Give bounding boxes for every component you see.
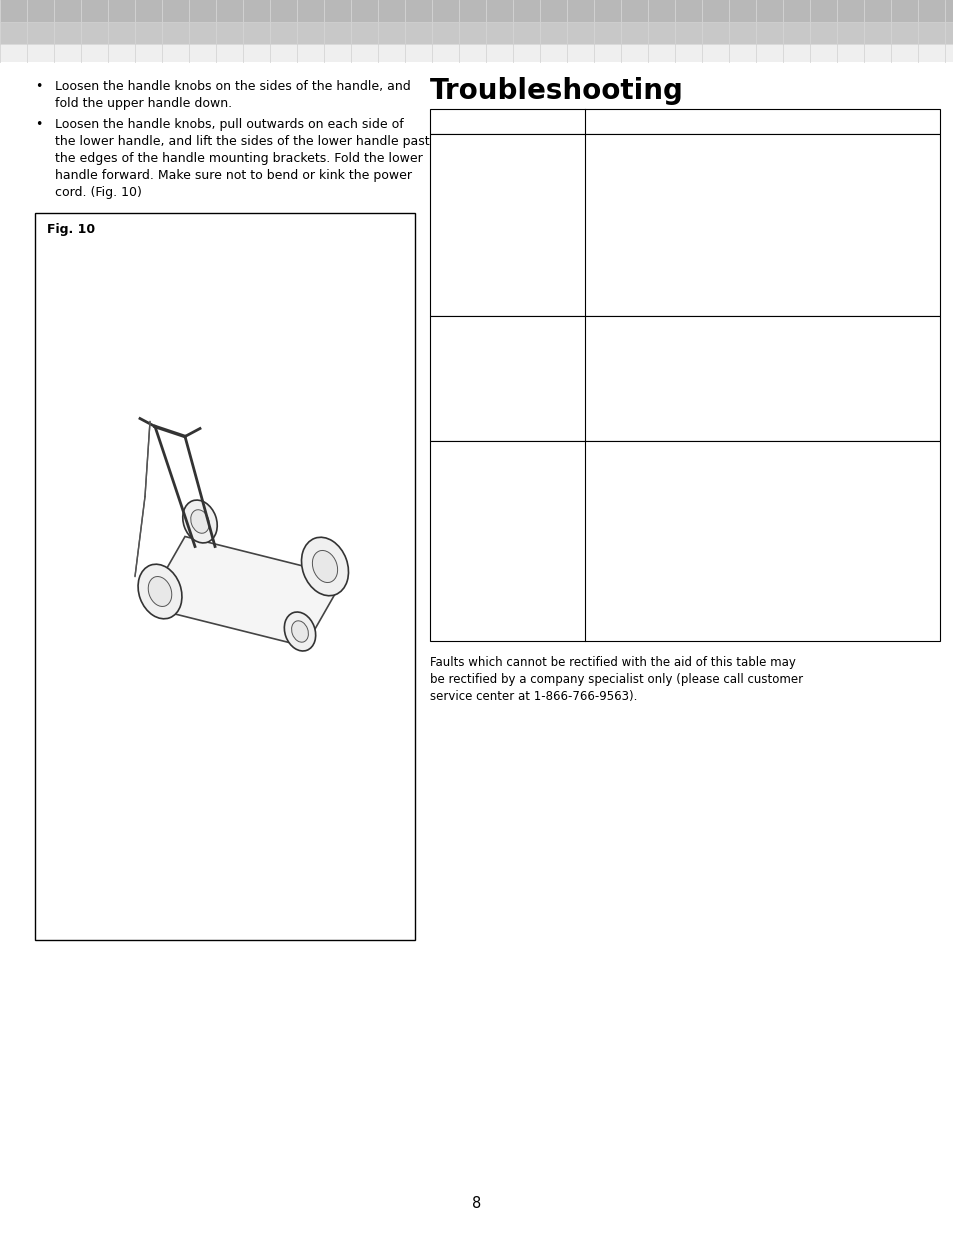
Ellipse shape (148, 577, 172, 606)
Ellipse shape (191, 510, 209, 534)
Ellipse shape (312, 551, 337, 583)
Bar (430, 441, 939, 641)
Text: Correct the cutting height: Correct the cutting height (602, 264, 756, 277)
Ellipse shape (284, 613, 315, 651)
Text: •: • (593, 142, 599, 156)
Bar (0, 0, 953, 22)
Bar (430, 109, 939, 135)
Text: Remedy: Remedy (593, 115, 649, 128)
Text: Have mowing blade
re-sharpened/replaced
(customer service center): Have mowing blade re-sharpened/replaced … (602, 482, 755, 529)
Bar (35, 212, 415, 940)
Text: Grass catcher is not
filled Sufficiently: Grass catcher is not filled Sufficiently (437, 450, 556, 478)
Text: Start on short grass or on an
area which has already been
mowed and tilt back: Start on short grass or on an area which… (602, 173, 773, 219)
Text: •: • (593, 466, 599, 478)
Text: •: • (593, 219, 599, 231)
Text: •: • (593, 450, 599, 462)
Bar (430, 135, 939, 316)
Text: Faults which cannot be rectified with the aid of this table may
be rectified by : Faults which cannot be rectified with th… (430, 656, 802, 703)
Text: •: • (593, 482, 599, 495)
Text: Loosen the handle knobs on the sides of the handle, and
fold the upper handle do: Loosen the handle knobs on the sides of … (55, 80, 411, 110)
Ellipse shape (183, 500, 217, 543)
Ellipse shape (301, 537, 348, 595)
Text: Check mains connection cable
and circuit-beaker (fuse): Check mains connection cable and circuit… (602, 142, 782, 172)
Ellipse shape (138, 564, 182, 619)
Text: •: • (593, 264, 599, 277)
Polygon shape (145, 536, 345, 646)
Text: 8: 8 (472, 1195, 481, 1210)
Text: •: • (593, 527, 599, 541)
Text: Clean discharge channel/
housing (the mowing blade
must rotate freely): Clean discharge channel/ housing (the mo… (602, 219, 763, 264)
Text: •: • (593, 372, 599, 384)
Text: Correct the cutting height: Correct the cutting height (602, 450, 756, 462)
Text: •: • (35, 80, 43, 93)
Text: Have mowing blade
re-sharpened/replaced
(customer service center): Have mowing blade re-sharpened/replaced … (602, 372, 755, 417)
Text: Troubleshooting: Troubleshooting (430, 77, 683, 105)
Bar (430, 316, 939, 441)
Text: Correct the cutting height: Correct the cutting height (602, 324, 756, 337)
Text: •: • (593, 324, 599, 337)
Text: Problem: Problem (437, 115, 496, 128)
Text: Clean discharge channel/
housing: Clean discharge channel/ housing (602, 341, 752, 370)
Text: •: • (593, 341, 599, 353)
Text: •: • (35, 119, 43, 131)
Text: Motor does not run: Motor does not run (437, 142, 550, 156)
Text: Fig. 10: Fig. 10 (47, 224, 95, 236)
Text: Clean the discharge
channel/housing: Clean the discharge channel/housing (602, 558, 720, 588)
Text: •: • (593, 558, 599, 572)
Ellipse shape (292, 621, 308, 642)
Bar (0, 22, 953, 44)
Text: Motor power drops: Motor power drops (437, 324, 549, 337)
Text: Allow the lawn to dry: Allow the lawn to dry (602, 466, 727, 478)
Bar (0, 44, 953, 62)
Text: Loosen the handle knobs, pull outwards on each side of
the lower handle, and lif: Loosen the handle knobs, pull outwards o… (55, 119, 429, 199)
Text: Clean the grille on the
grass catcher: Clean the grille on the grass catcher (602, 527, 735, 557)
Text: •: • (593, 173, 599, 186)
